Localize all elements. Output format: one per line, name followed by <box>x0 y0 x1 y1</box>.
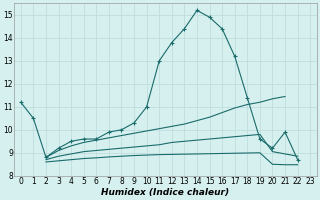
X-axis label: Humidex (Indice chaleur): Humidex (Indice chaleur) <box>101 188 229 197</box>
